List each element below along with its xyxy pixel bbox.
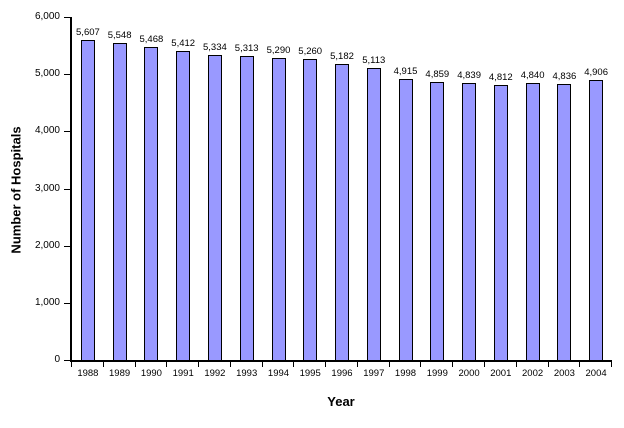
y-tick-label: 6,000 — [34, 11, 60, 22]
bar — [557, 83, 572, 360]
x-tick-mark — [420, 362, 422, 367]
y-tick-mark — [64, 131, 70, 133]
x-tick-mark — [325, 362, 327, 367]
y-tick-label: 5,000 — [34, 68, 60, 80]
x-tick-mark — [102, 362, 104, 367]
x-tick-label: 2001 — [490, 368, 512, 379]
x-tick-mark — [611, 362, 612, 367]
x-tick-mark — [229, 362, 231, 367]
x-tick-label: 1993 — [236, 368, 258, 379]
x-tick-label: 2004 — [585, 368, 607, 379]
x-tick-mark — [134, 362, 136, 367]
x-tick-label: 2003 — [553, 368, 575, 379]
y-tick-label: 4,000 — [34, 125, 60, 137]
x-tick-mark — [71, 362, 72, 367]
y-tick-mark — [64, 17, 70, 18]
bar — [271, 57, 286, 360]
x-tick-label: 1995 — [299, 368, 321, 379]
bar — [112, 42, 127, 360]
x-tick-mark — [547, 362, 549, 367]
x-tick-label: 1999 — [426, 368, 448, 379]
x-tick-label: 2002 — [522, 368, 544, 379]
bar — [207, 55, 222, 360]
x-tick-mark — [579, 362, 581, 367]
y-tick-label: 3,000 — [34, 182, 60, 194]
y-tick-label: 1,000 — [34, 296, 60, 308]
x-tick-mark — [198, 362, 200, 367]
bar-value-label: 4,915 — [393, 66, 418, 77]
bar — [303, 59, 318, 360]
y-tick-mark — [64, 360, 70, 361]
bar — [335, 63, 349, 360]
x-tick-mark — [483, 362, 485, 367]
y-tick-label: 0 — [54, 354, 60, 365]
plot-area: 5,607 5,548 5,468 5,412 5,334 5,313 5,290 5,260… — [70, 17, 612, 362]
bar — [493, 84, 508, 360]
y-tick-mark — [64, 188, 70, 190]
bar-value-label: 4,836 — [552, 70, 577, 82]
x-tick-mark — [356, 362, 358, 367]
bar-value-label: 4,812 — [488, 71, 513, 83]
bar — [589, 79, 604, 360]
x-tick-mark — [515, 362, 517, 367]
bar-value-label: 5,548 — [107, 29, 132, 41]
x-tick-label: 2000 — [458, 368, 480, 379]
x-tick-label: 1988 — [77, 368, 99, 379]
x-tick-mark — [452, 362, 454, 367]
x-tick-mark — [261, 362, 263, 367]
bar — [239, 56, 254, 360]
bar — [398, 79, 413, 360]
y-tick-mark — [64, 302, 70, 304]
y-tick-label: 2,000 — [34, 239, 60, 251]
bar-value-label: 4,906 — [584, 66, 608, 78]
bar — [430, 82, 445, 360]
x-tick-label: 1996 — [331, 368, 353, 379]
bar-value-label: 5,412 — [171, 37, 196, 49]
x-tick-label: 1994 — [267, 368, 290, 379]
x-tick-label: 1998 — [394, 368, 417, 379]
x-tick-mark — [388, 362, 390, 367]
bar-value-label: 5,607 — [76, 26, 100, 38]
bar — [80, 39, 95, 360]
bar — [462, 83, 477, 360]
bar — [525, 83, 540, 360]
bar-value-label: 5,182 — [330, 50, 354, 62]
bar-value-label: 5,468 — [139, 34, 164, 46]
x-tick-label: 1991 — [172, 368, 194, 379]
y-tick-mark — [64, 245, 70, 247]
x-tick-label: 1997 — [363, 368, 385, 379]
x-axis-title: Year — [327, 394, 355, 409]
bar — [144, 47, 159, 360]
x-tick-label: 1990 — [140, 368, 162, 379]
x-tick-mark — [293, 362, 295, 367]
x-tick-label: 1992 — [204, 368, 226, 379]
bar-value-label: 5,113 — [362, 54, 386, 66]
bar-value-label: 4,859 — [425, 69, 450, 81]
bar-value-label: 5,290 — [266, 44, 291, 56]
x-tick-mark — [166, 362, 168, 367]
y-tick-mark — [64, 74, 70, 76]
bar-value-label: 5,260 — [298, 46, 323, 58]
bar-value-label: 5,334 — [203, 42, 227, 54]
bar-value-label: 4,840 — [520, 70, 545, 82]
x-tick-label: 1989 — [109, 368, 131, 379]
bar — [176, 50, 191, 360]
bar-value-label: 5,313 — [234, 43, 259, 55]
bar-value-label: 4,839 — [457, 70, 481, 82]
bar — [366, 67, 381, 360]
